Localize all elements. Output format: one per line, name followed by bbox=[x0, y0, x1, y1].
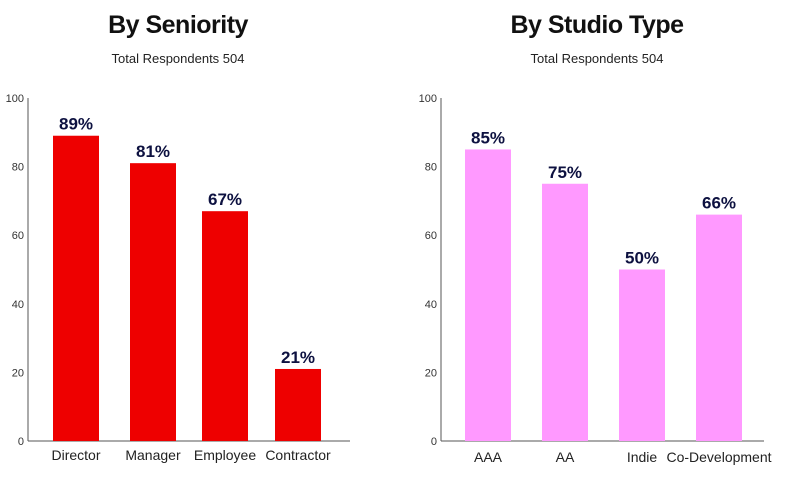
data-label: 75% bbox=[548, 163, 582, 182]
y-tick-label: 20 bbox=[12, 367, 24, 379]
chart-subtitle: Total Respondents 504 bbox=[531, 51, 664, 66]
y-tick-label: 40 bbox=[425, 299, 437, 311]
category-label: Manager bbox=[125, 447, 181, 463]
bar-co-development bbox=[696, 214, 742, 441]
y-tick-label: 20 bbox=[425, 367, 437, 379]
chart-title: By Seniority bbox=[108, 11, 248, 39]
category-label: AAA bbox=[474, 449, 503, 465]
y-tick-label: 80 bbox=[12, 162, 24, 174]
y-tick-label: 40 bbox=[12, 299, 24, 311]
bar-employee bbox=[202, 211, 248, 441]
category-label: Indie bbox=[627, 449, 658, 465]
y-tick-label: 60 bbox=[425, 230, 437, 242]
y-tick-label: 0 bbox=[431, 436, 437, 448]
bar-indie bbox=[619, 269, 665, 441]
category-label: Contractor bbox=[265, 447, 331, 463]
data-label: 85% bbox=[471, 128, 505, 147]
bar-contractor bbox=[275, 368, 321, 441]
category-label: Employee bbox=[194, 447, 256, 463]
y-tick-label: 80 bbox=[425, 162, 437, 174]
y-tick-label: 100 bbox=[6, 93, 24, 105]
data-label: 89% bbox=[59, 115, 93, 134]
y-tick-label: 100 bbox=[419, 93, 437, 105]
y-tick-label: 60 bbox=[12, 230, 24, 242]
data-label: 67% bbox=[208, 190, 242, 209]
bar-aa bbox=[542, 183, 588, 441]
category-label: Director bbox=[51, 447, 100, 463]
bar-aaa bbox=[465, 149, 511, 441]
data-label: 50% bbox=[625, 249, 659, 268]
data-label: 66% bbox=[702, 194, 736, 213]
y-tick-label: 0 bbox=[18, 436, 24, 448]
data-label: 21% bbox=[281, 348, 315, 367]
bar-manager bbox=[130, 163, 176, 442]
chart-title: By Studio Type bbox=[510, 11, 684, 39]
category-label: Co-Development bbox=[666, 449, 771, 465]
category-label: AA bbox=[556, 449, 575, 465]
data-label: 81% bbox=[136, 142, 170, 161]
bar-director bbox=[53, 135, 99, 442]
chart-subtitle: Total Respondents 504 bbox=[112, 51, 245, 66]
